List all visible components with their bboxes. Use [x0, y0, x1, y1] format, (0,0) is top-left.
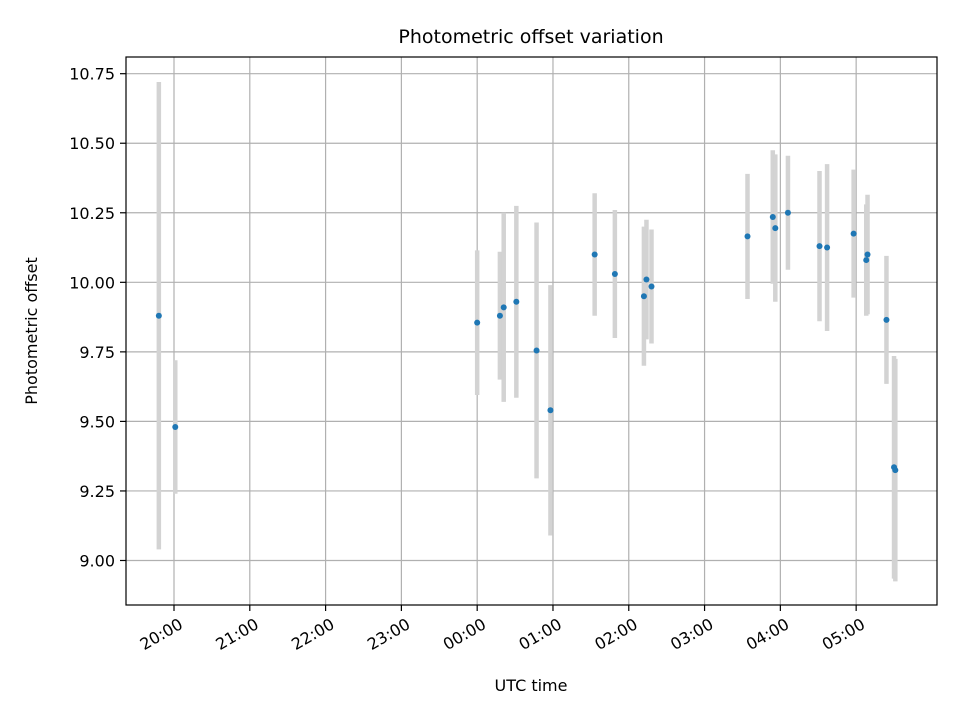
data-point	[892, 467, 899, 474]
data-point	[474, 319, 481, 326]
data-point	[533, 347, 540, 354]
data-point	[547, 407, 554, 414]
data-point	[591, 251, 598, 258]
data-point	[744, 233, 751, 240]
y-tick-label: 10.25	[69, 204, 115, 223]
y-tick-label: 9.50	[79, 412, 115, 431]
y-tick-label: 10.75	[69, 65, 115, 84]
y-tick-label: 9.75	[79, 343, 115, 362]
data-point	[643, 276, 650, 283]
data-point	[500, 304, 507, 311]
y-tick-label: 9.25	[79, 482, 115, 501]
data-point	[850, 230, 857, 237]
y-axis-label: Photometric offset	[22, 257, 41, 405]
data-point	[611, 270, 618, 277]
data-point	[155, 312, 162, 319]
data-point	[772, 225, 779, 232]
x-axis-label: UTC time	[495, 676, 568, 695]
y-tick-label: 9.00	[79, 551, 115, 570]
data-point	[513, 298, 520, 305]
data-point	[883, 316, 890, 323]
data-point	[784, 209, 791, 216]
data-point	[864, 251, 871, 258]
y-tick-label: 10.50	[69, 134, 115, 153]
data-point	[640, 293, 647, 300]
chart-title: Photometric offset variation	[398, 26, 663, 48]
y-tick-label: 10.00	[69, 273, 115, 292]
data-point	[172, 423, 179, 430]
data-point	[824, 244, 831, 251]
data-point	[496, 312, 503, 319]
data-points	[155, 209, 899, 474]
plot-frame	[125, 56, 938, 606]
grid	[126, 57, 937, 605]
y-axis-ticks: 9.00 9.25 9.50 9.75 10.00 10.25 10.50 10.75	[69, 65, 126, 570]
data-point	[816, 243, 823, 250]
data-point	[863, 257, 870, 264]
data-point	[769, 213, 776, 220]
data-point	[648, 283, 655, 290]
